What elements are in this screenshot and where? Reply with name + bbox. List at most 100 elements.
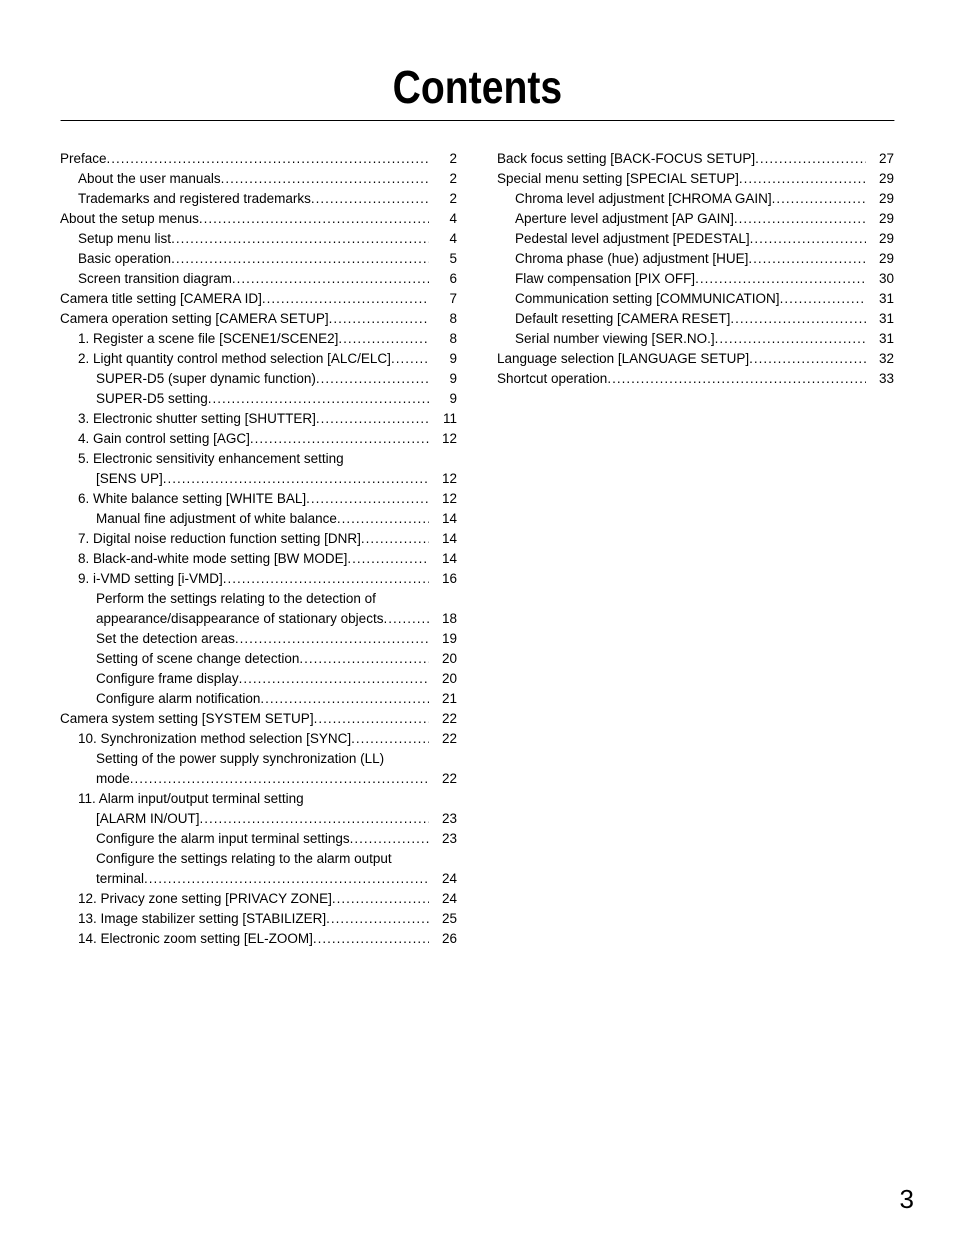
toc-leader-dots — [232, 269, 429, 289]
toc-leader-dots — [235, 629, 429, 649]
toc-entry: Preface2 — [60, 149, 457, 169]
toc-entry: Serial number viewing [SER.NO.]31 — [497, 329, 894, 349]
toc-entry-label: Shortcut operation — [497, 369, 607, 389]
toc-entry-label: Trademarks and registered trademarks — [78, 189, 311, 209]
toc-entry-page: 31 — [866, 289, 894, 309]
toc-entry-label: 5. Electronic sensitivity enhancement se… — [78, 449, 457, 469]
toc-entry-label: 10. Synchronization method selection [SY… — [78, 729, 351, 749]
toc-leader-dots — [749, 349, 866, 369]
toc-entry-page: 5 — [429, 249, 457, 269]
toc-entry: Pedestal level adjustment [PEDESTAL]29 — [497, 229, 894, 249]
toc-entry: 12. Privacy zone setting [PRIVACY ZONE]2… — [60, 889, 457, 909]
toc-entry-page: 16 — [429, 569, 457, 589]
toc-entry-label: Chroma phase (hue) adjustment [HUE] — [515, 249, 748, 269]
page-title: Contents — [60, 60, 894, 121]
toc-leader-dots — [171, 229, 429, 249]
toc-entry: 9. i-VMD setting [i-VMD]16 — [60, 569, 457, 589]
toc-entry-label: 4. Gain control setting [AGC] — [78, 429, 250, 449]
toc-leader-dots — [350, 829, 429, 849]
toc-entry-label: SUPER-D5 setting — [96, 389, 208, 409]
toc-entry-page: 9 — [429, 369, 457, 389]
toc-entry-page: 14 — [429, 529, 457, 549]
toc-entry-label: Manual fine adjustment of white balance — [96, 509, 337, 529]
toc-entry-page: 23 — [429, 809, 457, 829]
toc-entry-label: Setup menu list — [78, 229, 171, 249]
toc-entry-label: Aperture level adjustment [AP GAIN] — [515, 209, 734, 229]
toc-entry: Camera operation setting [CAMERA SETUP]8 — [60, 309, 457, 329]
toc-entry-page: 24 — [429, 889, 457, 909]
toc-entry-page: 11 — [429, 409, 457, 429]
toc-leader-dots — [383, 609, 429, 629]
toc-entry-label: Language selection [LANGUAGE SETUP] — [497, 349, 749, 369]
toc-entry: Screen transition diagram6 — [60, 269, 457, 289]
toc-leader-dots — [351, 729, 429, 749]
page: Contents Preface2About the user manuals2… — [0, 0, 954, 1235]
toc-entry: [SENS UP]12 — [60, 469, 457, 489]
toc-entry: 3. Electronic shutter setting [SHUTTER]1… — [60, 409, 457, 429]
toc-entry: Configure the settings relating to the a… — [60, 849, 457, 869]
toc-entry-page: 19 — [429, 629, 457, 649]
toc-entry: Language selection [LANGUAGE SETUP]32 — [497, 349, 894, 369]
toc-leader-dots — [262, 289, 429, 309]
toc-leader-dots — [130, 769, 429, 789]
toc-entry-page: 4 — [429, 229, 457, 249]
toc-entry: About the user manuals2 — [60, 169, 457, 189]
toc-entry: Flaw compensation [PIX OFF]30 — [497, 269, 894, 289]
toc-entry-label: Basic operation — [78, 249, 171, 269]
toc-entry-label: About the setup menus — [60, 209, 199, 229]
toc-entry-label: Camera system setting [SYSTEM SETUP] — [60, 709, 314, 729]
toc-leader-dots — [750, 229, 866, 249]
toc-leader-dots — [748, 249, 866, 269]
toc-entry-page: 29 — [866, 209, 894, 229]
toc-leader-dots — [200, 809, 429, 829]
toc-entry-page: 6 — [429, 269, 457, 289]
toc-entry-page: 14 — [429, 549, 457, 569]
toc-entry: 1. Register a scene file [SCENE1/SCENE2]… — [60, 329, 457, 349]
toc-entry: 7. Digital noise reduction function sett… — [60, 529, 457, 549]
toc-entry-page: 8 — [429, 329, 457, 349]
toc-entry-page: 29 — [866, 229, 894, 249]
toc-leader-dots — [313, 929, 429, 949]
toc-entry-page: 26 — [429, 929, 457, 949]
toc-entry-page: 9 — [429, 349, 457, 369]
toc-leader-dots — [391, 349, 429, 369]
toc-leader-dots — [347, 549, 429, 569]
toc-entry: Setting of scene change detection20 — [60, 649, 457, 669]
toc-leader-dots — [772, 189, 866, 209]
toc-entry: 8. Black-and-white mode setting [BW MODE… — [60, 549, 457, 569]
toc-entry: Shortcut operation 33 — [497, 369, 894, 389]
toc-leader-dots — [208, 389, 429, 409]
toc-entry-label: 11. Alarm input/output terminal setting — [78, 789, 457, 809]
page-number: 3 — [900, 1184, 914, 1215]
toc-leader-dots — [144, 869, 429, 889]
toc-entry-label: Configure the alarm input terminal setti… — [96, 829, 350, 849]
toc-leader-dots — [780, 289, 866, 309]
toc-entry: Trademarks and registered trademarks2 — [60, 189, 457, 209]
toc-entry: Set the detection areas19 — [60, 629, 457, 649]
toc-entry: Perform the settings relating to the det… — [60, 589, 457, 609]
toc-entry-page: 24 — [429, 869, 457, 889]
toc-entry-label: Camera title setting [CAMERA ID] — [60, 289, 262, 309]
toc-entry-label: Preface — [60, 149, 107, 169]
toc-entry-label: SUPER-D5 (super dynamic function) — [96, 369, 316, 389]
toc-entry: 13. Image stabilizer setting [STABILIZER… — [60, 909, 457, 929]
toc-entry-label: appearance/disappearance of stationary o… — [96, 609, 383, 629]
toc-entry: Aperture level adjustment [AP GAIN] 29 — [497, 209, 894, 229]
toc-entry: SUPER-D5 (super dynamic function) 9 — [60, 369, 457, 389]
toc-entry: Setup menu list 4 — [60, 229, 457, 249]
toc-entry-label: 14. Electronic zoom setting [EL-ZOOM] — [78, 929, 313, 949]
toc-entry-label: Communication setting [COMMUNICATION] — [515, 289, 780, 309]
toc-entry-label: Back focus setting [BACK-FOCUS SETUP] — [497, 149, 755, 169]
toc-entry-page: 12 — [429, 469, 457, 489]
toc-entry: 5. Electronic sensitivity enhancement se… — [60, 449, 457, 469]
toc-entry-label: [ALARM IN/OUT] — [96, 809, 200, 829]
toc-entry-page: 31 — [866, 309, 894, 329]
toc-entry: Communication setting [COMMUNICATION] 31 — [497, 289, 894, 309]
toc-entry: Chroma phase (hue) adjustment [HUE]29 — [497, 249, 894, 269]
toc-entry-page: 2 — [429, 169, 457, 189]
toc-entry-page: 33 — [866, 369, 894, 389]
toc-leader-dots — [734, 209, 866, 229]
toc-leader-dots — [311, 189, 429, 209]
toc-entry-label: Default resetting [CAMERA RESET] — [515, 309, 730, 329]
toc-entry-page: 30 — [866, 269, 894, 289]
